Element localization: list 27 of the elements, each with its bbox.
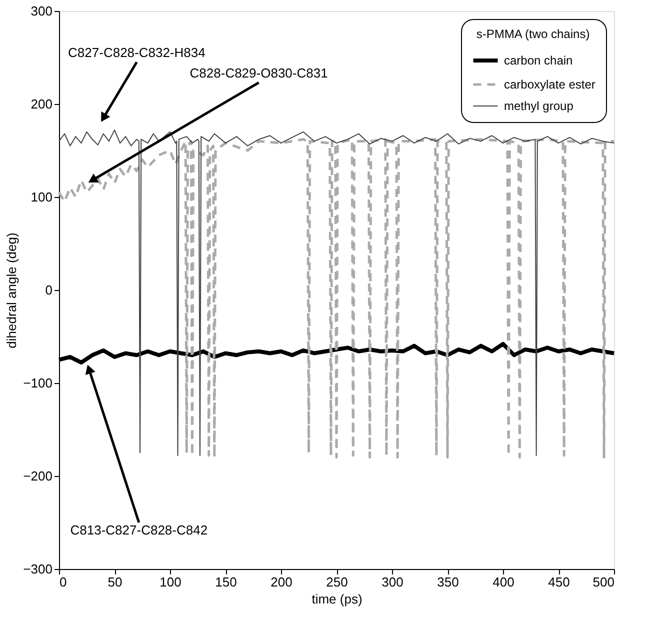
x-tick-label: 200 [270,574,292,590]
annotation: C828-C829-O830-C831 [190,66,328,81]
y-tick-label: 200 [30,96,52,112]
x-tick-label: 0 [60,574,67,590]
x-axis-title: time (ps) [312,592,362,606]
annotation: C813-C827-C828-C842 [70,522,208,538]
legend-label: methyl group [504,99,574,113]
x-tick-label: 300 [382,574,404,590]
y-tick-label: −100 [23,376,52,390]
x-tick-label: 450 [548,574,570,590]
legend-title: s-PMMA (two chains) [476,27,590,41]
legend-label: carbon chain [504,54,573,68]
legend-label: carboxylate ester [504,78,596,92]
y-tick-label: 300 [30,4,52,18]
y-tick-label: −200 [23,468,52,484]
x-tick-label: 350 [437,574,459,590]
x-tick-label: 150 [215,574,237,590]
x-tick-label: 100 [160,574,182,590]
x-tick-label: 400 [492,574,514,590]
y-tick-label: −300 [23,562,52,576]
y-tick-label: 0 [45,282,52,298]
x-tick-label: 250 [326,574,348,590]
y-axis-title: dihedral angle (deg) [4,232,20,348]
x-tick-label: 50 [108,574,122,590]
annotation: C827-C828-C832-H834 [68,45,206,60]
x-tick-label: 500 [592,574,614,590]
y-tick-label: 100 [30,190,52,204]
